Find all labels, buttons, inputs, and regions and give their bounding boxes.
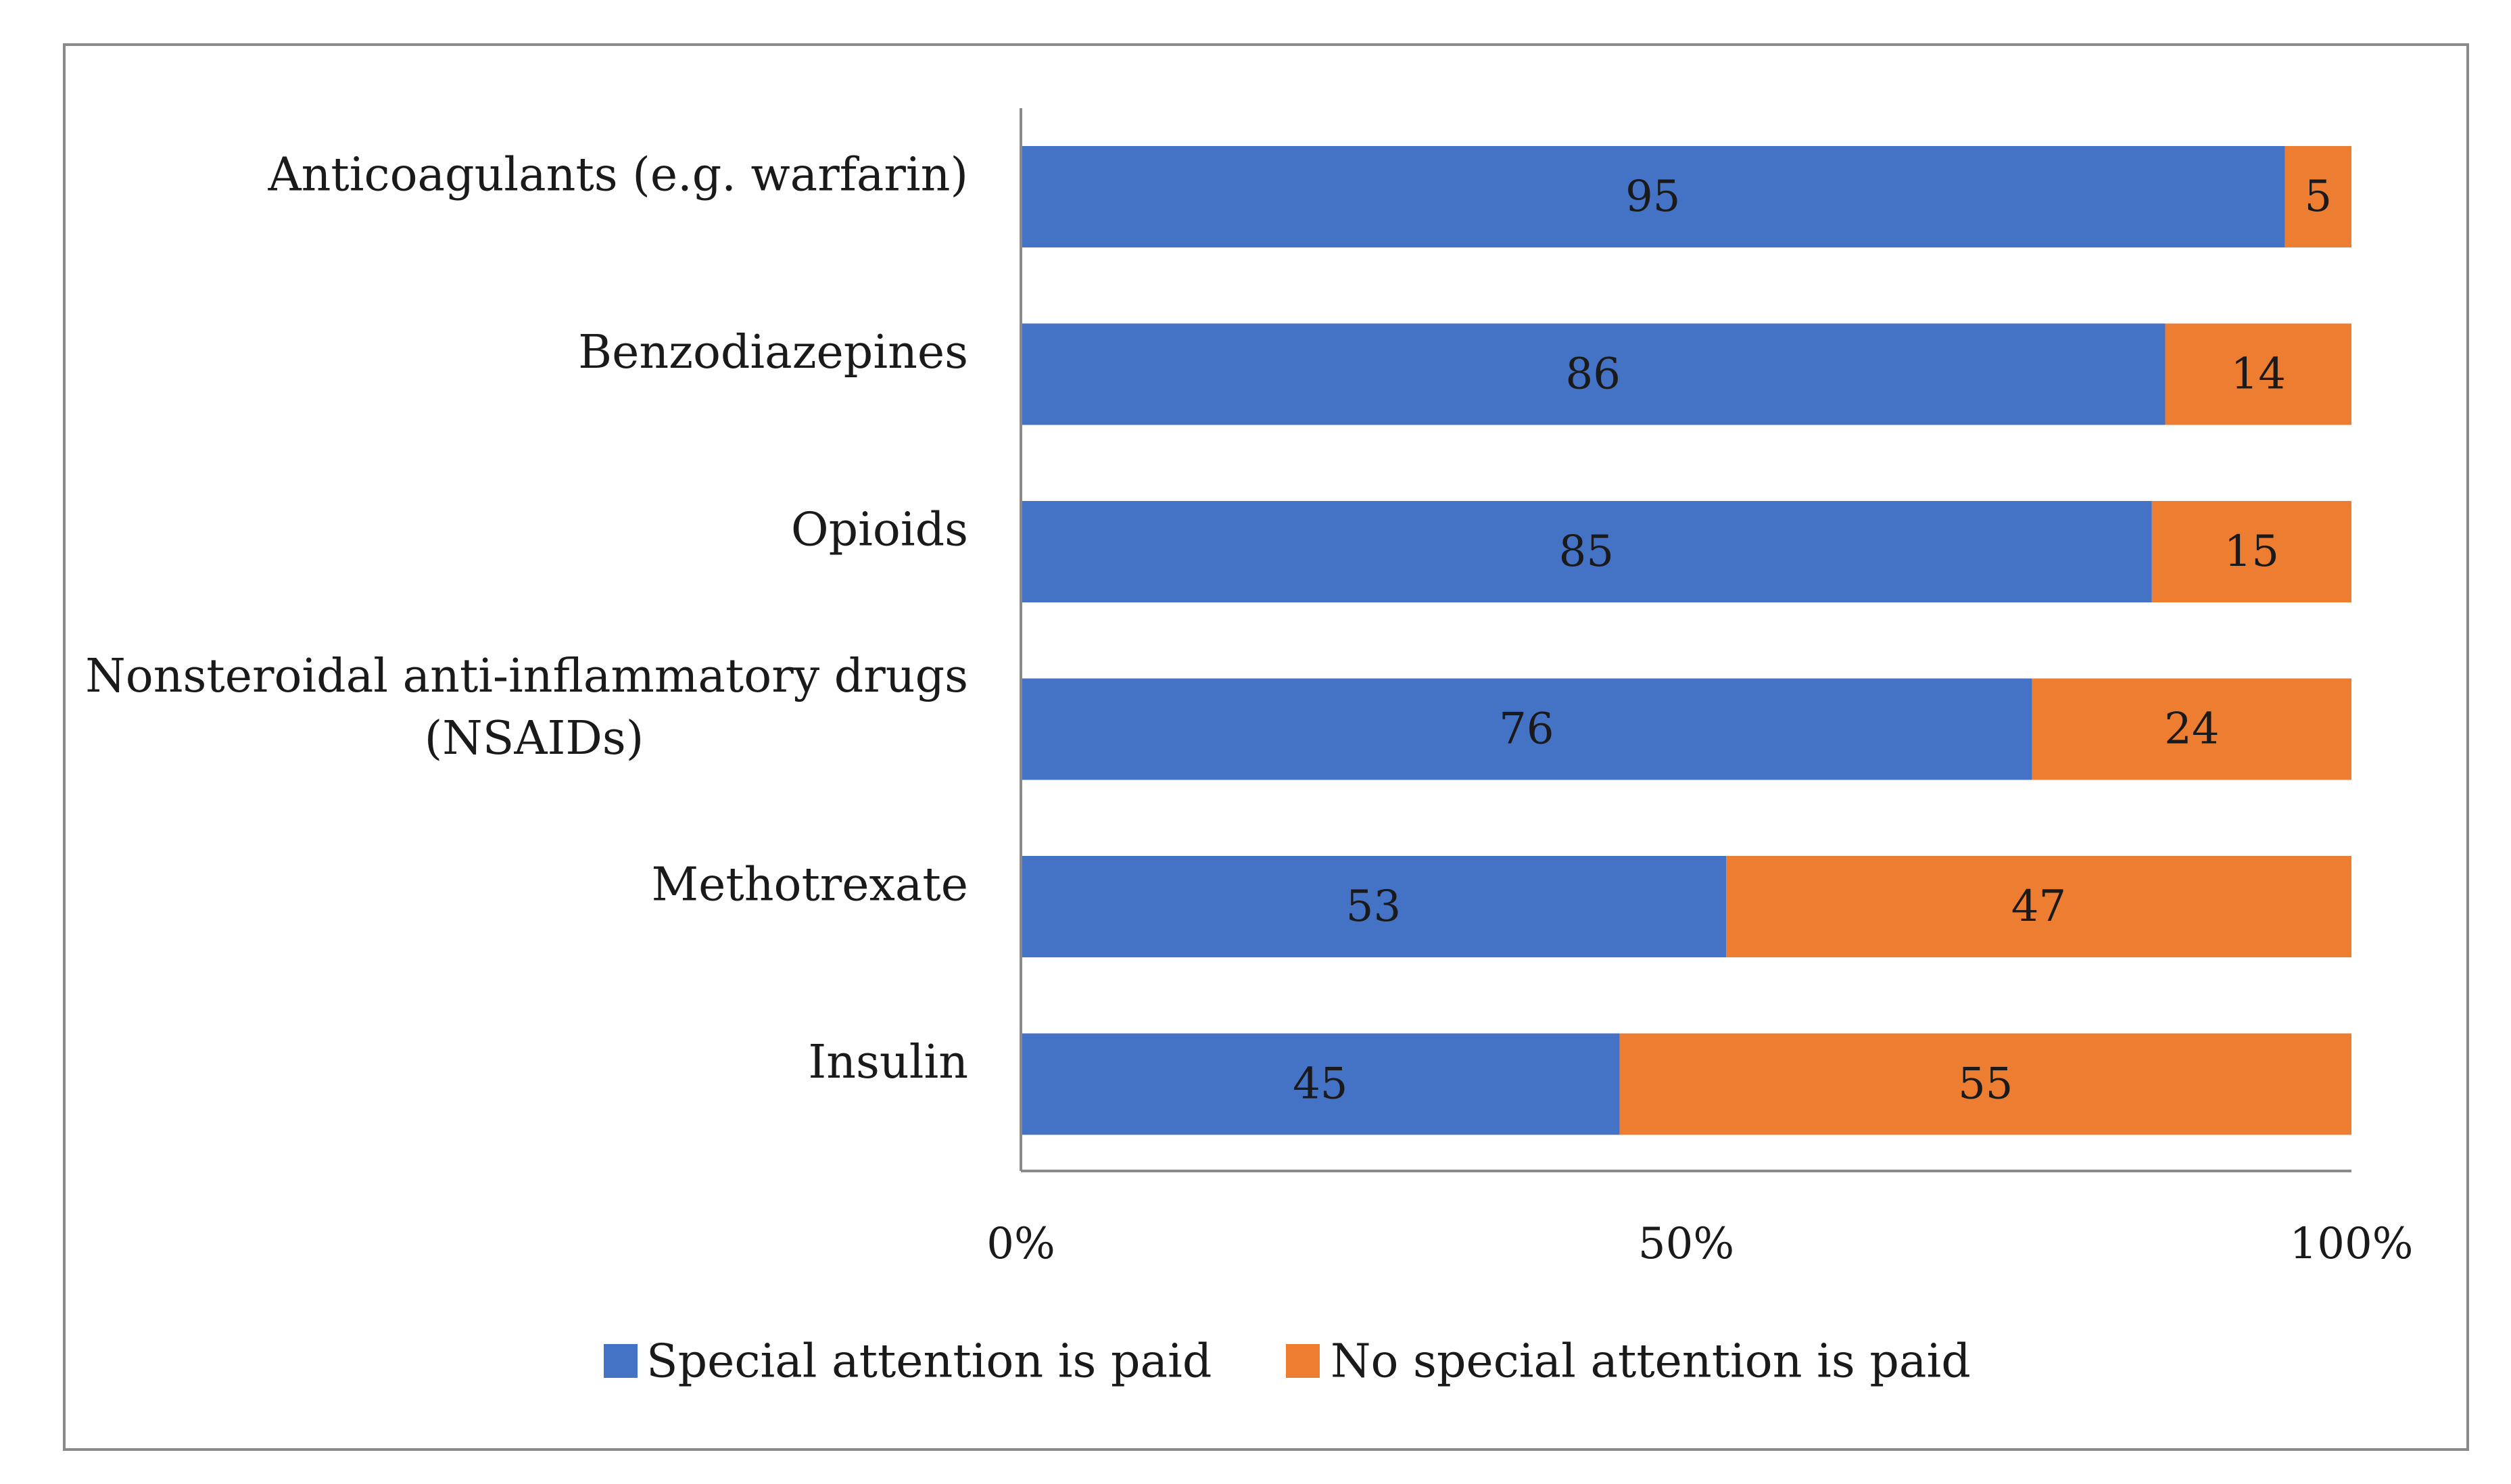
bars-layer: 95 5 86 14 85 15 76 24 53 47 45 55 <box>1021 146 2351 1135</box>
category-label-benzodiazepines: Benzodiazepines <box>578 326 968 379</box>
data-label-insulin-special-attention-is-paid: 45 <box>1293 1059 1347 1109</box>
legend-swatch-no-special-attention-is-paid <box>1286 1344 1320 1378</box>
data-label-nonsteroidal-anti-inflammatory-drugs-nsaids-special-attention-is-paid: 76 <box>1499 704 1554 755</box>
legend: Special attention is paid No special atte… <box>604 1335 1971 1389</box>
legend-swatch-special-attention-is-paid <box>604 1344 638 1378</box>
bar-benzodiazepines-special-attention-is-paid <box>1021 323 2166 425</box>
data-label-methotrexate-special-attention-is-paid: 53 <box>1346 882 1401 932</box>
legend-label-no-special-attention-is-paid: No special attention is paid <box>1331 1335 1971 1389</box>
category-label-methotrexate: Methotrexate <box>652 859 968 912</box>
bar-benzodiazepines-no-special-attention-is-paid <box>2165 323 2351 425</box>
x-tick-label-0: 0% <box>986 1219 1055 1269</box>
bar-nonsteroidal-anti-inflammatory-drugs-nsaids-special-attention-is-paid <box>1021 678 2032 780</box>
bar-methotrexate-special-attention-is-paid <box>1021 856 1727 957</box>
bar-insulin-no-special-attention-is-paid <box>1619 1033 2351 1135</box>
bar-insulin-special-attention-is-paid <box>1021 1033 1620 1135</box>
bar-opioids-special-attention-is-paid <box>1021 501 2152 602</box>
axes: 0% 50% 100% <box>986 108 2413 1269</box>
data-label-methotrexate-no-special-attention-is-paid: 47 <box>2011 882 2066 932</box>
data-label-nonsteroidal-anti-inflammatory-drugs-nsaids-no-special-attention-is-paid: 24 <box>2164 704 2219 755</box>
bar-nonsteroidal-anti-inflammatory-drugs-nsaids-no-special-attention-is-paid <box>2032 678 2351 780</box>
category-label-nonsteroidal-anti-inflammatory-drugs-nsaids-line-1: Nonsteroidal anti-inflammatory drugs <box>85 650 968 703</box>
x-tick-label-100: 100% <box>2290 1219 2414 1269</box>
bar-methotrexate-no-special-attention-is-paid <box>1726 856 2351 957</box>
data-label-opioids-no-special-attention-is-paid: 15 <box>2224 527 2279 577</box>
data-label-benzodiazepines-special-attention-is-paid: 86 <box>1566 350 1621 400</box>
category-label-anticoagulants-e-g-warfarin: Anticoagulants (e.g. warfarin) <box>268 149 968 202</box>
category-label-opioids: Opioids <box>791 504 968 557</box>
data-label-opioids-special-attention-is-paid: 85 <box>1559 527 1614 577</box>
bar-anticoagulants-e-g-warfarin-special-attention-is-paid <box>1021 146 2285 247</box>
category-label-nonsteroidal-anti-inflammatory-drugs-nsaids-line-2: (NSAIDs) <box>425 712 644 765</box>
data-label-anticoagulants-e-g-warfarin-special-attention-is-paid: 95 <box>1625 172 1680 222</box>
data-label-anticoagulants-e-g-warfarin-no-special-attention-is-paid: 5 <box>2304 172 2332 222</box>
data-label-insulin-no-special-attention-is-paid: 55 <box>1958 1059 2013 1109</box>
category-labels: Anticoagulants (e.g. warfarin) Benzodiaze… <box>85 149 968 1090</box>
category-label-insulin: Insulin <box>808 1036 968 1089</box>
bar-opioids-no-special-attention-is-paid <box>2151 501 2351 602</box>
x-tick-label-50: 50% <box>1638 1219 1734 1269</box>
bar-anticoagulants-e-g-warfarin-no-special-attention-is-paid <box>2285 146 2351 247</box>
data-label-benzodiazepines-no-special-attention-is-paid: 14 <box>2231 350 2286 400</box>
legend-label-special-attention-is-paid: Special attention is paid <box>646 1335 1212 1389</box>
